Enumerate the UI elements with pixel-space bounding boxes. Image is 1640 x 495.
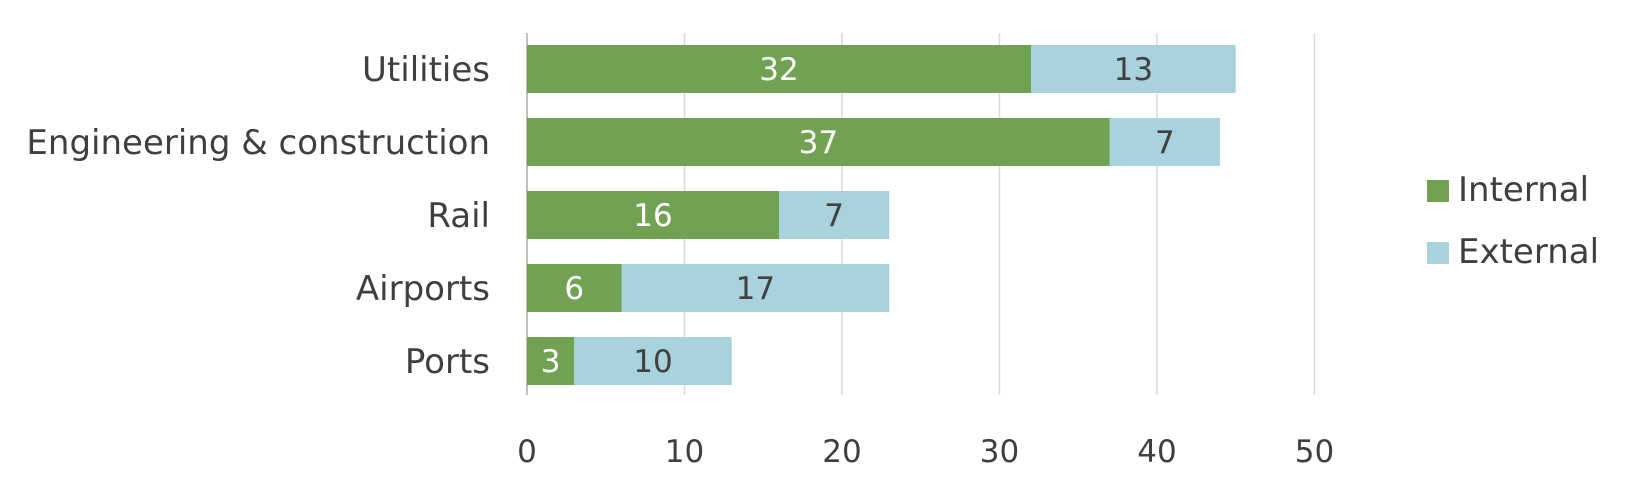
data-label: 10 <box>633 344 672 380</box>
category-label: Engineering & construction <box>26 123 490 163</box>
bar-segment-internal <box>527 118 1110 166</box>
data-label: 7 <box>1155 125 1175 161</box>
data-label: 6 <box>564 271 584 307</box>
category-label: Airports <box>356 269 490 309</box>
legend-swatch-external <box>1427 242 1449 264</box>
bar-segment-external <box>574 337 732 385</box>
data-label: 3 <box>541 344 561 380</box>
data-label: 13 <box>1114 52 1153 88</box>
category-label: Rail <box>427 196 490 236</box>
category-label: Ports <box>405 342 490 382</box>
x-tick-label: 0 <box>517 434 537 470</box>
bars: 32 13 37 7 16 7 6 17 3 10 <box>527 45 1236 385</box>
data-label: 17 <box>736 271 775 307</box>
x-tick-label: 20 <box>822 434 861 470</box>
legend-label-external: External <box>1458 232 1599 272</box>
category-labels: Utilities Engineering & construction Rail A… <box>26 50 490 382</box>
bar-segment-external <box>779 191 890 239</box>
x-tick-label: 10 <box>665 434 704 470</box>
data-label: 37 <box>799 125 838 161</box>
legend-label-internal: Internal <box>1458 170 1589 210</box>
bar-segment-external <box>1109 118 1220 166</box>
x-tick-label: 50 <box>1295 434 1334 470</box>
x-axis-tick-labels: 0 10 20 30 40 50 <box>517 434 1334 470</box>
category-label: Utilities <box>362 50 490 90</box>
data-label: 16 <box>633 198 672 234</box>
data-label: 7 <box>824 198 844 234</box>
data-label: 32 <box>759 52 798 88</box>
legend: Internal External <box>1427 170 1599 272</box>
bar-segment-external <box>621 264 890 312</box>
x-tick-label: 30 <box>980 434 1019 470</box>
bar-segment-internal <box>527 337 575 385</box>
x-tick-label: 40 <box>1137 434 1176 470</box>
bar-segment-internal <box>527 191 779 239</box>
legend-swatch-internal <box>1427 180 1449 202</box>
bar-segment-internal <box>527 264 622 312</box>
bar-segment-internal <box>527 45 1031 93</box>
bar-segment-external <box>1031 45 1236 93</box>
